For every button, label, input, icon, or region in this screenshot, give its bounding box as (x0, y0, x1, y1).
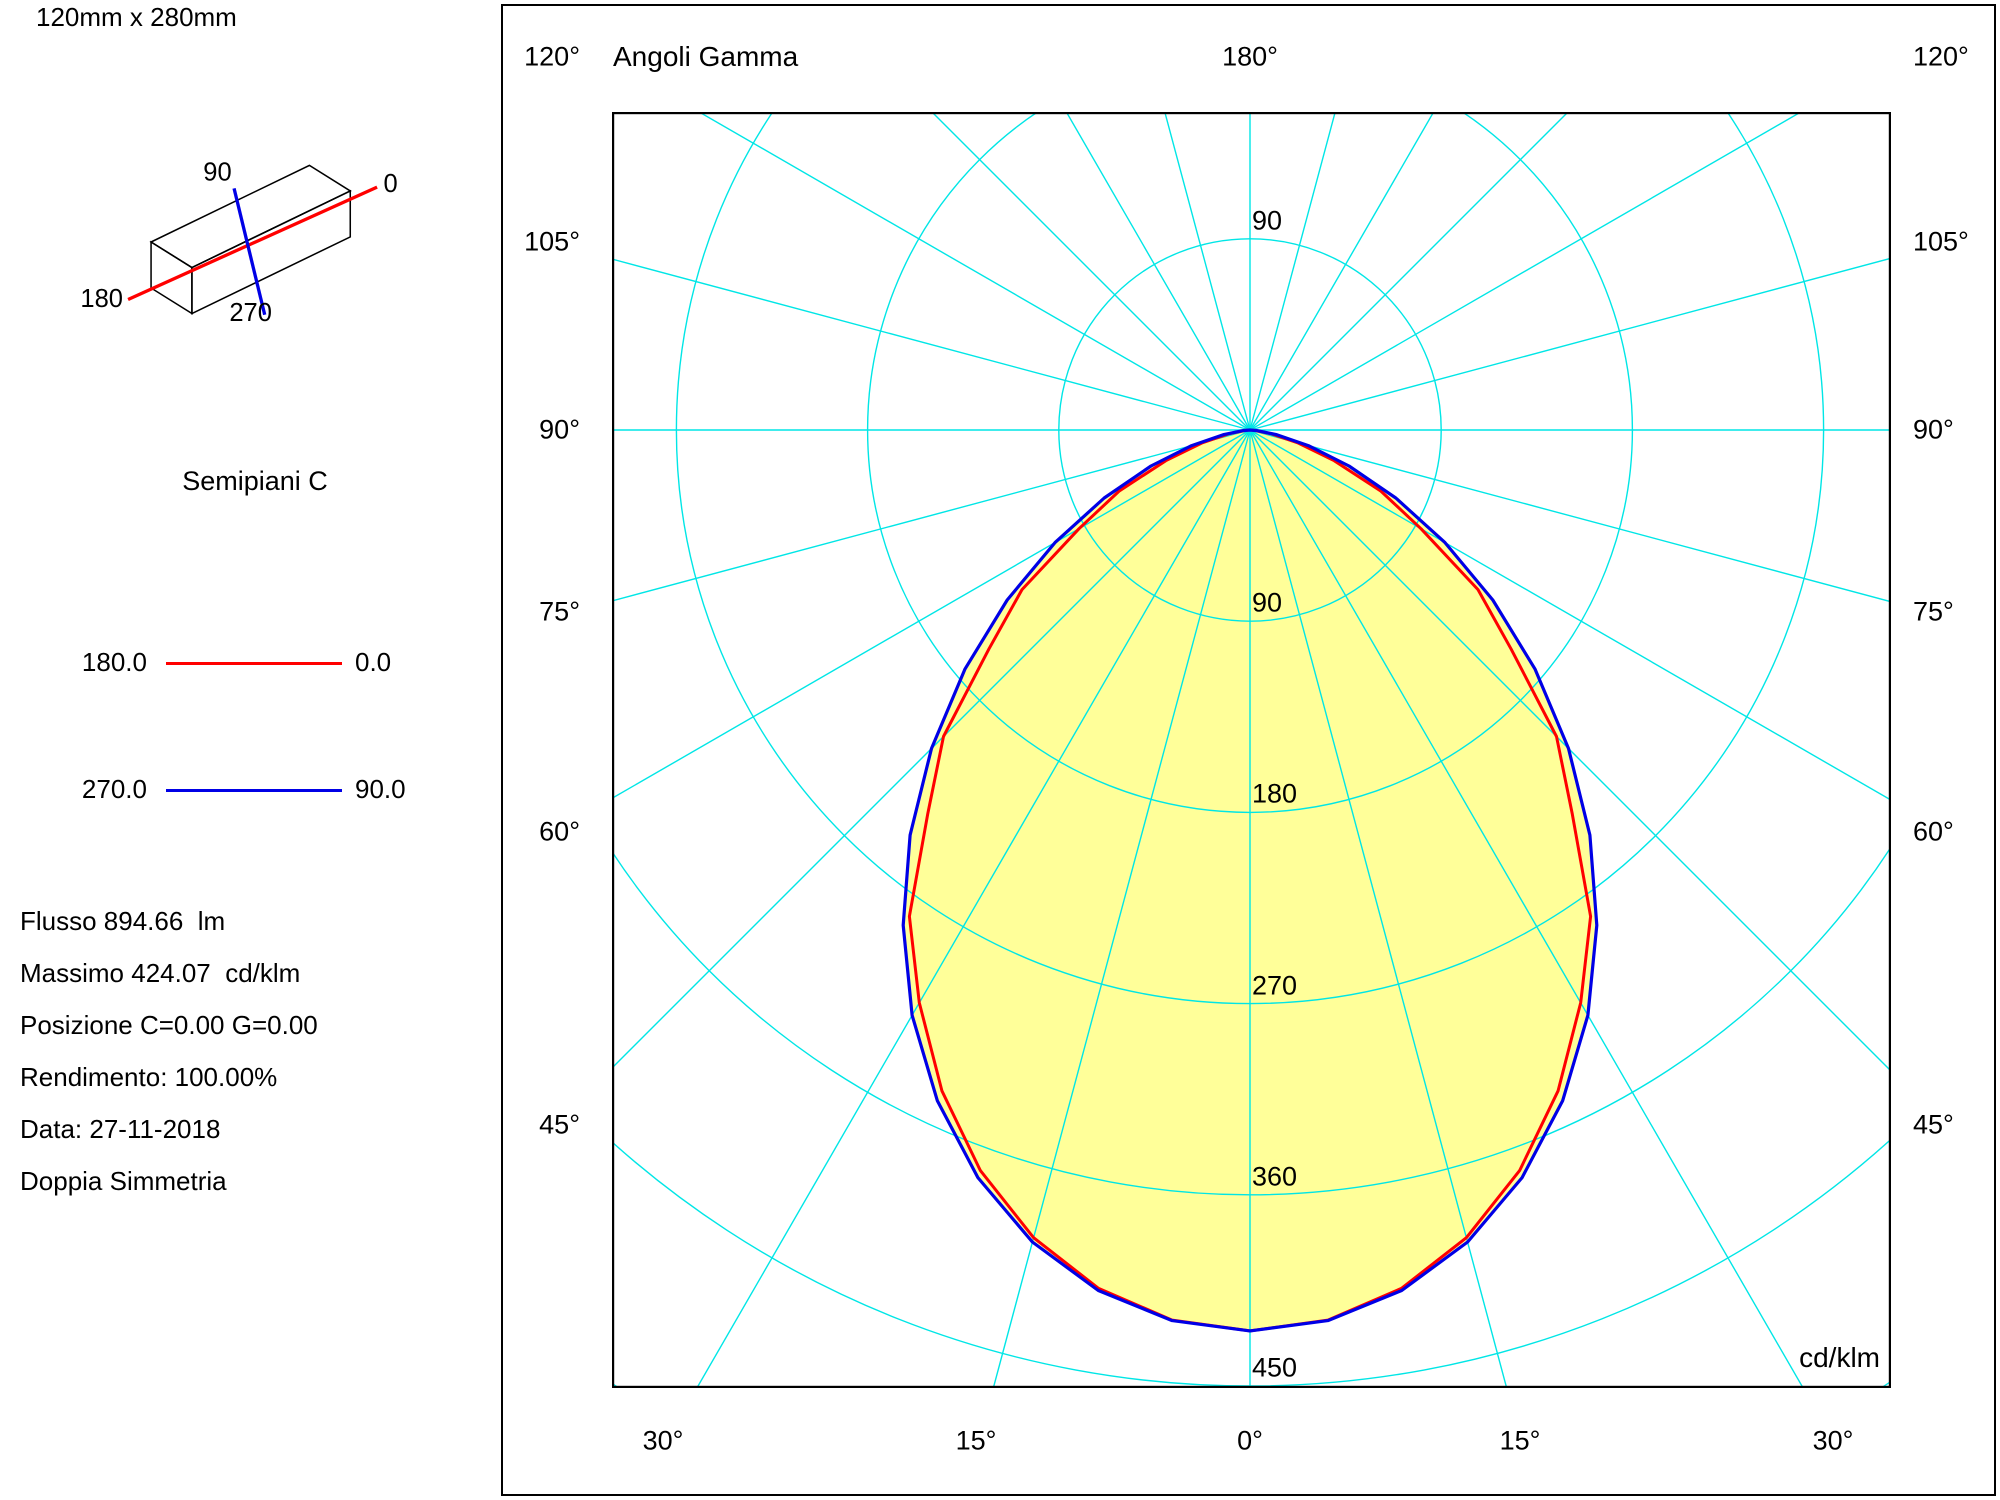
legend-c-plane-label: 180.0 (81, 647, 147, 677)
luminaire-box-wireframe (149, 164, 352, 315)
ring-label: 270 (1252, 970, 1298, 1001)
info-position: Posizione C=0.00 G=0.00 (20, 1010, 318, 1040)
polar-diagram (612, 112, 1891, 1388)
gamma-angle-label: 90° (1913, 414, 1954, 445)
grid-radial-line (1164, 112, 1251, 431)
info-efficiency: Rendimento: 100.00% (20, 1062, 278, 1092)
gamma-angle-label: 15° (955, 1425, 997, 1456)
unit-label: cd/klm (1799, 1342, 1880, 1373)
legend-c-plane-label: 90.0 (355, 774, 406, 804)
grid-radial-line (1249, 112, 1336, 431)
sketch-c90-c270-axis (232, 187, 267, 316)
grid-radial-line (1249, 257, 1891, 431)
gamma-angle-label: 75° (539, 596, 580, 627)
grid-radial-line (1065, 112, 1251, 431)
gamma-angle-label: 45° (1913, 1109, 1954, 1140)
grid-radial-line (612, 429, 1251, 1069)
gamma-angle-label: 60° (1913, 816, 1954, 847)
luminaire-sketch: 90 0 180 270 (80, 159, 397, 327)
legend-row-c0-c180: 180.0 0.0 (0, 647, 480, 679)
plot-border (612, 112, 1891, 1388)
ring-label: 90 (1252, 587, 1283, 618)
gamma-angle-label: 120° (524, 41, 580, 72)
gamma-angle-label: 0° (1237, 1425, 1263, 1456)
grid-radial-line (612, 429, 1251, 602)
gamma-angle-label: 45° (539, 1109, 580, 1140)
ring-label: 180 (1252, 778, 1298, 809)
info-flux: Flusso 894.66 lm (20, 906, 226, 936)
grid-radial-line (1249, 112, 1569, 431)
grid-radial-line (697, 112, 1251, 431)
gamma-angle-label: 120° (1913, 41, 1969, 72)
grid-radial-line (1249, 429, 1804, 1388)
curve-c90-c270 (901, 428, 1599, 1333)
ring-label: 450 (1252, 1352, 1298, 1383)
legend-c-plane-label: 270.0 (81, 774, 147, 804)
gamma-angle-label: 180° (1222, 41, 1278, 72)
chart-title: Angoli Gamma (613, 41, 799, 72)
chart-frame (501, 4, 1996, 1496)
gamma-angle-label: 15° (1499, 1425, 1541, 1456)
photometric-info-block: Flusso 894.66 lm Massimo 424.07 cd/klm P… (20, 895, 318, 1207)
ring-label: 360 (1252, 1161, 1298, 1192)
grid-radial-line (1249, 429, 1891, 801)
grid-radial-line (931, 112, 1251, 431)
legend-row-c90-c270: 270.0 90.0 (0, 774, 480, 806)
gamma-angle-label: 60° (539, 816, 580, 847)
luminaire-dimensions-label: 120mm x 280mm (36, 2, 237, 32)
gamma-angle-label: 30° (642, 1425, 684, 1456)
grid-radial-line (612, 429, 1251, 800)
gamma-angle-label: 105° (524, 226, 580, 257)
grid-radial-line (1249, 429, 1891, 603)
gamma-angle-label: 75° (1913, 596, 1954, 627)
ring-label: 90 (1252, 205, 1283, 236)
gamma-angle-label: 105° (1913, 226, 1969, 257)
info-symmetry: Doppia Simmetria (20, 1166, 227, 1196)
semipiani-section-title: Semipiani C (182, 466, 328, 496)
info-maximum: Massimo 424.07 cd/klm (20, 958, 301, 988)
gamma-angle-label: 30° (1812, 1425, 1854, 1456)
grid-radial-line (1249, 112, 1435, 431)
grid-radial-line (696, 429, 1251, 1388)
grid-radial-line (1249, 112, 1803, 431)
grid-radial-line (992, 429, 1251, 1388)
grid-radial-line (612, 258, 1251, 431)
sketch-label-270: 270 (229, 299, 272, 327)
legend-line-blue (166, 789, 342, 792)
sketch-label-180: 180 (80, 285, 123, 313)
gamma-angle-label: 90° (539, 414, 580, 445)
grid-radial-line (1249, 429, 1508, 1388)
legend-line-red (166, 662, 342, 665)
grid-radial-line (1249, 429, 1891, 1072)
sketch-label-90: 90 (203, 159, 231, 187)
sketch-label-0: 0 (383, 170, 397, 198)
legend-c-plane-label: 0.0 (355, 647, 392, 677)
info-date: Data: 27-11-2018 (20, 1114, 221, 1144)
sketch-c0-c180-axis (127, 185, 378, 301)
